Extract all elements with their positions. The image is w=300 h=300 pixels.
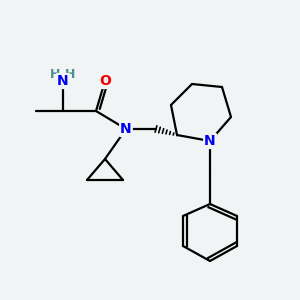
Text: N: N (57, 74, 69, 88)
Text: N: N (204, 134, 216, 148)
Text: H: H (50, 68, 61, 82)
Text: O: O (99, 74, 111, 88)
Text: N: N (120, 122, 132, 136)
Text: H: H (65, 68, 76, 82)
